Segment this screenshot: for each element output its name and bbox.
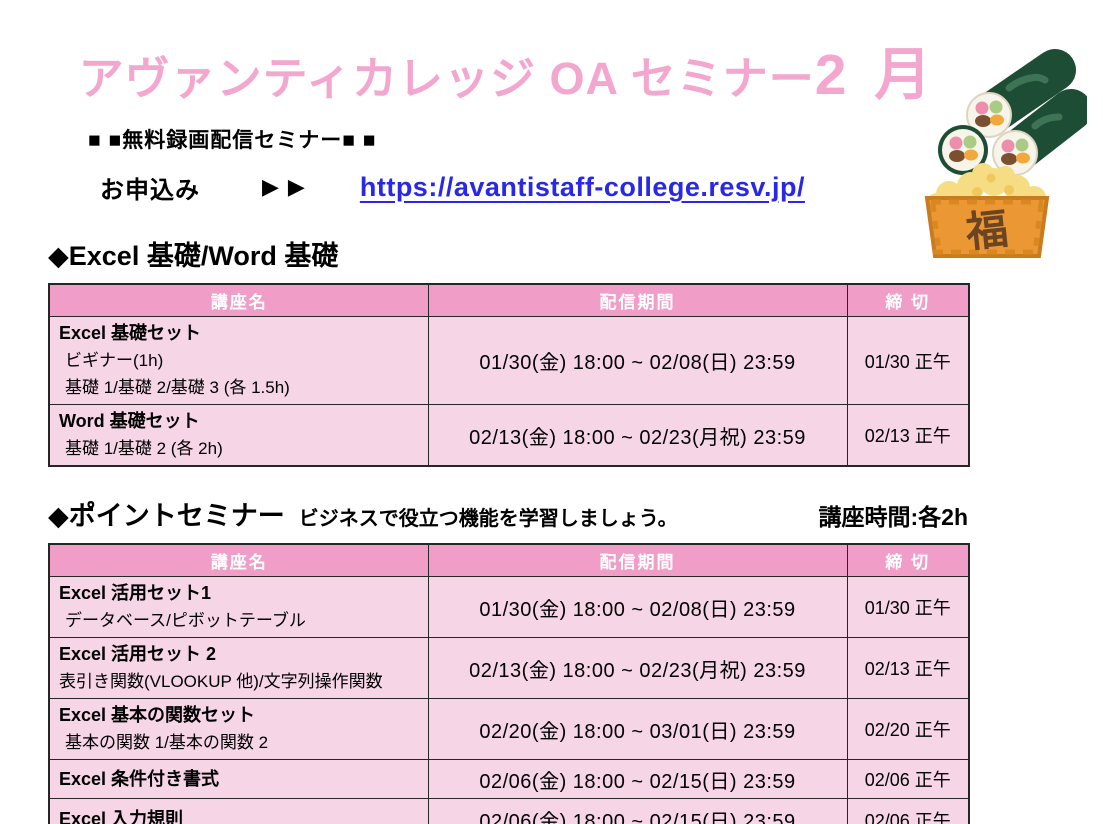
course-cell: Excel 条件付き書式	[48, 759, 429, 800]
table-row: Excel 基礎セット ビギナー(1h) 基礎 1/基礎 2/基礎 3 (各 1…	[48, 316, 970, 406]
course-cell: Excel 入力規則	[48, 798, 429, 824]
column-header-period: 配信期間	[427, 283, 848, 318]
period-cell: 02/06(金) 18:00 ~ 02/15(日) 23:59	[427, 798, 848, 824]
column-header-course: 講座名	[48, 283, 429, 318]
period-cell: 01/30(金) 18:00 ~ 02/08(日) 23:59	[427, 316, 848, 406]
table-row: Excel 活用セット 2 表引き関数(VLOOKUP 他)/文字列操作関数 0…	[48, 637, 970, 700]
course-title: Excel 入力規則	[59, 809, 184, 824]
page-title-month: 2 月	[814, 43, 938, 107]
course-title: Excel 条件付き書式	[59, 768, 220, 789]
table-row: Excel 入力規則 02/06(金) 18:00 ~ 02/15(日) 23:…	[48, 798, 970, 824]
period-cell: 02/06(金) 18:00 ~ 02/15(日) 23:59	[427, 759, 848, 800]
deadline-cell: 01/30 正午	[846, 576, 970, 639]
course-detail: 基本の関数 1/基本の関数 2	[65, 733, 269, 753]
period-cell: 02/20(金) 18:00 ~ 03/01(日) 23:59	[427, 698, 848, 761]
section-heading-point: ◆ポイントセミナー ビジネスで役立つ機能を学習しましょう。 講座時間:各2h	[48, 494, 968, 533]
deadline-cell: 02/06 正午	[846, 798, 970, 824]
course-cell: Excel 基本の関数セット 基本の関数 1/基本の関数 2	[48, 698, 429, 761]
course-cell: Excel 基礎セット ビギナー(1h) 基礎 1/基礎 2/基礎 3 (各 1…	[48, 316, 429, 406]
section-heading-note: ビジネスで役立つ機能を学習しましょう。	[298, 508, 678, 531]
flyer-content: アヴァンティカレッジ OA セミナー2 月 ■ ■無料録画配信セミナー■ ■ お…	[0, 40, 970, 824]
table-header-row: 講座名 配信期間 締 切	[48, 543, 970, 578]
deadline-cell: 02/06 正午	[846, 759, 970, 800]
section-heading-basics-text: ◆Excel 基礎/Word 基礎	[48, 241, 339, 272]
course-detail: 表引き関数(VLOOKUP 他)/文字列操作関数	[59, 672, 383, 692]
section-heading-basics: ◆Excel 基礎/Word 基礎	[48, 234, 968, 273]
page-title-text: アヴァンティカレッジ OA セミナー	[78, 53, 815, 104]
course-title: Excel 基本の関数セット	[59, 705, 256, 726]
course-title: Excel 基礎セット	[59, 323, 202, 344]
deadline-cell: 01/30 正午	[846, 316, 970, 406]
course-detail: 基礎 1/基礎 2/基礎 3 (各 1.5h)	[65, 378, 290, 398]
course-detail: データベース/ピボットテーブル	[65, 611, 306, 631]
table-row: Word 基礎セット 基礎 1/基礎 2 (各 2h) 02/13(金) 18:…	[48, 404, 970, 467]
course-cell: Excel 活用セット 2 表引き関数(VLOOKUP 他)/文字列操作関数	[48, 637, 429, 700]
table-row: Excel 活用セット1 データベース/ピボットテーブル 01/30(金) 18…	[48, 576, 970, 639]
course-detail: 基礎 1/基礎 2 (各 2h)	[65, 439, 223, 459]
ehomaki-fukumame-svg: 福	[924, 49, 1092, 258]
course-duration-label: 講座時間:各2h	[818, 504, 969, 531]
apply-url-link[interactable]: https://avantistaff-college.resv.jp/	[359, 171, 805, 202]
section-heading-point-text: ◆ポイントセミナー	[48, 501, 285, 532]
column-header-deadline: 締 切	[846, 543, 970, 578]
double-arrow-icon: ▶▶	[262, 174, 314, 200]
table-row: Excel 基本の関数セット 基本の関数 1/基本の関数 2 02/20(金) …	[48, 698, 970, 761]
course-cell: Excel 活用セット1 データベース/ピボットテーブル	[48, 576, 429, 639]
ehomaki-fukumame-icon: 福	[919, 26, 1092, 258]
period-cell: 01/30(金) 18:00 ~ 02/08(日) 23:59	[427, 576, 848, 639]
deadline-cell: 02/13 正午	[846, 404, 970, 467]
basics-seminar-table: 講座名 配信期間 締 切 Excel 基礎セット ビギナー(1h) 基礎 1/基…	[48, 283, 970, 468]
apply-label: お申込み	[100, 176, 200, 204]
period-cell: 02/13(金) 18:00 ~ 02/23(月祝) 23:59	[427, 404, 848, 467]
course-cell: Word 基礎セット 基礎 1/基礎 2 (各 2h)	[48, 404, 429, 467]
fukumame-box-label: 福	[963, 205, 1011, 256]
table-header-row: 講座名 配信期間 締 切	[48, 283, 970, 318]
point-seminar-table: 講座名 配信期間 締 切 Excel 活用セット1 データベース/ピボットテーブ…	[48, 543, 970, 824]
deadline-cell: 02/20 正午	[846, 698, 970, 761]
table-row: Excel 条件付き書式 02/06(金) 18:00 ~ 02/15(日) 2…	[48, 759, 970, 800]
column-header-course: 講座名	[48, 543, 429, 578]
apply-row: お申込み ▶▶ https://avantistaff-college.resv…	[100, 167, 968, 207]
page-title: アヴァンティカレッジ OA セミナー2 月	[48, 40, 968, 111]
free-seminar-subtitle: ■ ■無料録画配信セミナー■ ■	[88, 129, 377, 153]
column-header-period: 配信期間	[427, 543, 848, 578]
column-header-deadline: 締 切	[846, 283, 970, 318]
course-detail: ビギナー(1h)	[65, 351, 164, 371]
deadline-cell: 02/13 正午	[846, 637, 970, 700]
course-title: Excel 活用セット 2	[59, 644, 217, 665]
course-title: Excel 活用セット1	[59, 583, 212, 604]
period-cell: 02/13(金) 18:00 ~ 02/23(月祝) 23:59	[427, 637, 848, 700]
course-title: Word 基礎セット	[59, 411, 200, 432]
